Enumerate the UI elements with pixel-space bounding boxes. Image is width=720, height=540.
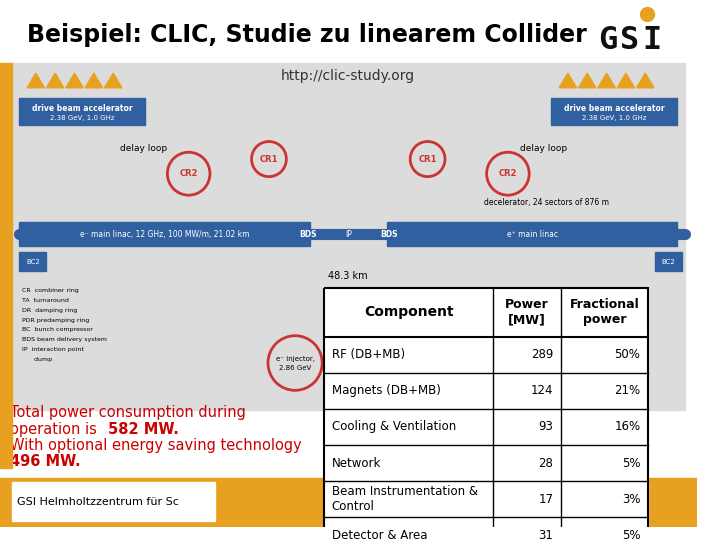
Bar (0, 478, 696, 527)
Text: 21%: 21% (614, 384, 640, 397)
Text: e⁺
DR
398 m: e⁺ DR 398 m (350, 372, 370, 389)
Text: 582 MW.: 582 MW. (108, 422, 179, 437)
Bar (592, 8, 689, 58)
Bar (324, 288, 648, 540)
Text: e⁻ main linac, 12 GHz, 100 MW/m, 21.02 km: e⁻ main linac, 12 GHz, 100 MW/m, 21.02 k… (80, 230, 249, 239)
Text: S: S (620, 25, 639, 57)
Text: Beam Instrumentation &
Control: Beam Instrumentation & Control (332, 485, 478, 513)
Text: Cooling & Ventilation: Cooling & Ventilation (332, 421, 456, 434)
Text: Magnets (DB+MB): Magnets (DB+MB) (332, 384, 441, 397)
Polygon shape (636, 73, 654, 88)
Text: dump: dump (22, 356, 53, 362)
Bar (19, 252, 46, 271)
Text: 3%: 3% (622, 492, 640, 505)
Text: e⁻ injector,: e⁻ injector, (276, 356, 315, 362)
Text: e⁺ main linac: e⁺ main linac (507, 230, 557, 239)
Polygon shape (104, 73, 122, 88)
Text: 2.38 GeV, 1.0 GHz: 2.38 GeV, 1.0 GHz (582, 115, 647, 121)
Polygon shape (579, 73, 596, 88)
Text: decelerator, 24 sectors of 876 m: decelerator, 24 sectors of 876 m (484, 199, 609, 207)
Polygon shape (85, 73, 102, 88)
Text: 93: 93 (539, 421, 554, 434)
Polygon shape (27, 73, 45, 88)
Text: delay loop: delay loop (120, 144, 167, 153)
Text: Component: Component (364, 305, 454, 319)
Text: 31: 31 (539, 529, 554, 540)
Text: e⁺
DR
493 m: e⁺ DR 493 m (392, 372, 413, 389)
Text: G: G (598, 25, 617, 57)
Text: operation is: operation is (9, 422, 102, 437)
Text: I: I (642, 25, 662, 57)
Text: 496 MW.: 496 MW. (9, 454, 81, 469)
Text: 5%: 5% (622, 456, 640, 470)
Bar (655, 252, 682, 271)
Text: BDS: BDS (380, 230, 397, 239)
Text: 289: 289 (531, 348, 554, 361)
Polygon shape (66, 73, 84, 88)
Text: BDS beam delivery system: BDS beam delivery system (22, 337, 107, 342)
Text: http://clic-study.org: http://clic-study.org (282, 69, 415, 83)
Text: DR  damping ring: DR damping ring (22, 308, 78, 313)
Text: 2.38 GeV, 1.0 GHz: 2.38 GeV, 1.0 GHz (50, 115, 114, 121)
Text: IP  interaction point: IP interaction point (22, 347, 84, 352)
Text: Power
[MW]: Power [MW] (505, 298, 549, 326)
Text: 28: 28 (539, 456, 554, 470)
Text: IP: IP (345, 230, 351, 239)
Text: 124: 124 (531, 384, 554, 397)
Text: GSI Helmholtzzentrum für Sc: GSI Helmholtzzentrum für Sc (17, 497, 179, 507)
Bar (19, 98, 145, 125)
Text: Beispiel: CLIC, Studie zu linearem Collider: Beispiel: CLIC, Studie zu linearem Colli… (27, 23, 587, 47)
Text: With optional energy saving technology: With optional energy saving technology (9, 438, 302, 454)
Text: 5%: 5% (622, 529, 640, 540)
Text: CR  combiner ring: CR combiner ring (22, 288, 79, 293)
Text: Fractional
power: Fractional power (570, 298, 639, 326)
Bar (552, 98, 678, 125)
Text: PDR predamping ring: PDR predamping ring (22, 318, 89, 322)
Text: CR1: CR1 (418, 154, 437, 164)
Text: BC2: BC2 (26, 259, 40, 265)
Text: BDS: BDS (299, 230, 316, 239)
Text: CR1: CR1 (260, 154, 278, 164)
Text: Network: Network (332, 456, 381, 470)
Text: 2.86 GeV: 2.86 GeV (279, 365, 311, 371)
Bar (19, 222, 310, 246)
Bar (0, 63, 12, 468)
Text: Total power consumption during: Total power consumption during (9, 406, 246, 420)
Polygon shape (46, 73, 64, 88)
Text: TA  turnaround: TA turnaround (22, 298, 69, 303)
Text: 17: 17 (539, 492, 554, 505)
Text: 48.3 km: 48.3 km (328, 271, 368, 281)
Text: BC2: BC2 (662, 259, 675, 265)
Bar (12, 63, 685, 410)
Text: CR2: CR2 (179, 169, 198, 178)
Text: Detector & Area: Detector & Area (332, 529, 428, 540)
Text: BC  bunch compressor: BC bunch compressor (22, 327, 93, 332)
Text: 50%: 50% (615, 348, 640, 361)
Polygon shape (598, 73, 616, 88)
Text: booster: booster (334, 306, 366, 315)
Text: drive beam accelerator: drive beam accelerator (564, 104, 665, 113)
Text: e⁻
DR
493 m: e⁻ DR 493 m (435, 372, 455, 389)
Polygon shape (559, 73, 577, 88)
Text: RF (DB+MB): RF (DB+MB) (332, 348, 405, 361)
Bar (324, 288, 648, 540)
Polygon shape (617, 73, 634, 88)
Text: drive beam accelerator: drive beam accelerator (32, 104, 132, 113)
Bar (387, 222, 678, 246)
Text: delay loop: delay loop (520, 144, 567, 153)
Text: CR2: CR2 (499, 169, 517, 178)
Bar (12, 482, 215, 521)
Text: 16%: 16% (614, 421, 640, 434)
